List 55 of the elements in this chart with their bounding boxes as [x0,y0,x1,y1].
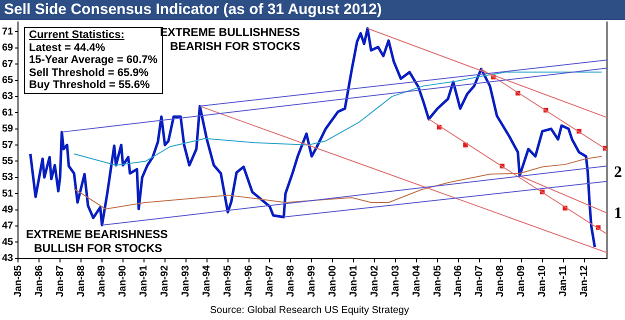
y-tick-label: 53 [2,172,14,184]
x-tick-label: Jan-12 [579,264,590,298]
x-tick-label: Jan-10 [537,264,548,298]
annotation: BEARISH FOR STOCKS [170,41,300,53]
x-tick-label: Jan-85 [12,264,24,298]
x-tick-label: Jan-91 [138,264,150,298]
y-tick-label: 71 [2,26,14,38]
y-tick-label: 57 [2,140,14,151]
y-tick-label: 65 [2,75,14,86]
x-tick-label: Jan-97 [264,264,276,298]
y-tick-label: 51 [2,188,14,200]
x-tick-label: Jan-99 [306,264,318,298]
x-tick-label: Jan-01 [348,264,360,298]
x-tick-label: Jan-87 [54,264,66,298]
y-tick-label: 49 [2,204,14,216]
x-tick-label: Jan-98 [285,264,296,298]
x-tick-label: Jan-96 [244,264,255,298]
x-tick-label: Jan-94 [202,264,213,298]
y-tick-label: 45 [2,236,14,248]
x-tick-label: Jan-06 [453,264,464,298]
y-tick-label: 47 [2,220,14,232]
y-tick-label: 59 [2,124,14,135]
text: 1 [614,205,622,223]
y-tick-label: 61 [2,107,14,118]
x-tick-label: Jan-86 [34,264,45,298]
x-tick-label: Jan-90 [118,264,129,298]
x-tick-label: Jan-09 [516,264,528,298]
annotation: BULLISH FOR STOCKS [34,243,162,255]
annotation: Buy Threshold = 55.6% [29,79,151,92]
text: 2 [614,164,622,182]
y-tick-label: 63 [2,91,14,102]
y-tick-label: 69 [2,42,14,54]
x-tick-label: Jan-07 [474,264,486,298]
x-tick-label: Jan-00 [327,264,338,298]
x-tick-label: Jan-08 [495,264,506,298]
x-tick-label: Jan-95 [222,264,234,298]
x-tick-label: Jan-93 [180,264,192,298]
x-tick-label: Jan-88 [76,264,87,298]
x-tick-label: Jan-05 [432,264,444,298]
chart-title: Sell Side Consensus Indicator (as of 31 August 2012) [0,0,625,20]
y-tick-label: 55 [2,156,14,167]
x-tick-label: Jan-11 [558,264,570,296]
x-tick-label: Jan-92 [160,264,171,298]
y-tick-label: 67 [2,58,14,70]
x-tick-label: Jan-03 [390,264,402,298]
annotation: Sell Threshold = 65.9% [29,66,150,79]
annotation: Latest = 44.4% [29,42,106,54]
annotation: EXTREME BEARISHNESS [26,229,168,241]
x-tick-label: Jan-02 [369,264,380,298]
annotation: Current Statistics: [29,29,126,42]
source-note: Source: Global Research US Equity Strategy [210,305,409,316]
annotation: 15-Year Average = 60.7% [29,54,158,66]
x-tick-label: Jan-04 [411,264,422,298]
x-tick-label: Jan-89 [96,264,108,298]
y-tick-label: 43 [2,253,14,264]
